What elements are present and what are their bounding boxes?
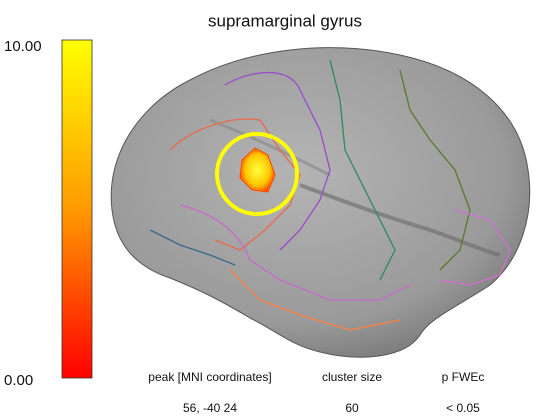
colorbar-max-label: 10.00	[4, 38, 42, 55]
colorbar	[61, 39, 93, 379]
table-header: peak [MNI coordinates]	[148, 370, 271, 384]
table-header: p FWEc	[442, 370, 485, 384]
table-cell: < 0.05	[446, 401, 480, 415]
colorbar-min-label: 0.00	[4, 372, 33, 389]
table-header: cluster size	[322, 370, 382, 384]
brain-surface	[110, 47, 531, 358]
title: supramarginal gyrus	[208, 11, 362, 30]
table-cell: 56, -40 24	[183, 401, 237, 415]
table-cell: 60	[345, 401, 359, 415]
